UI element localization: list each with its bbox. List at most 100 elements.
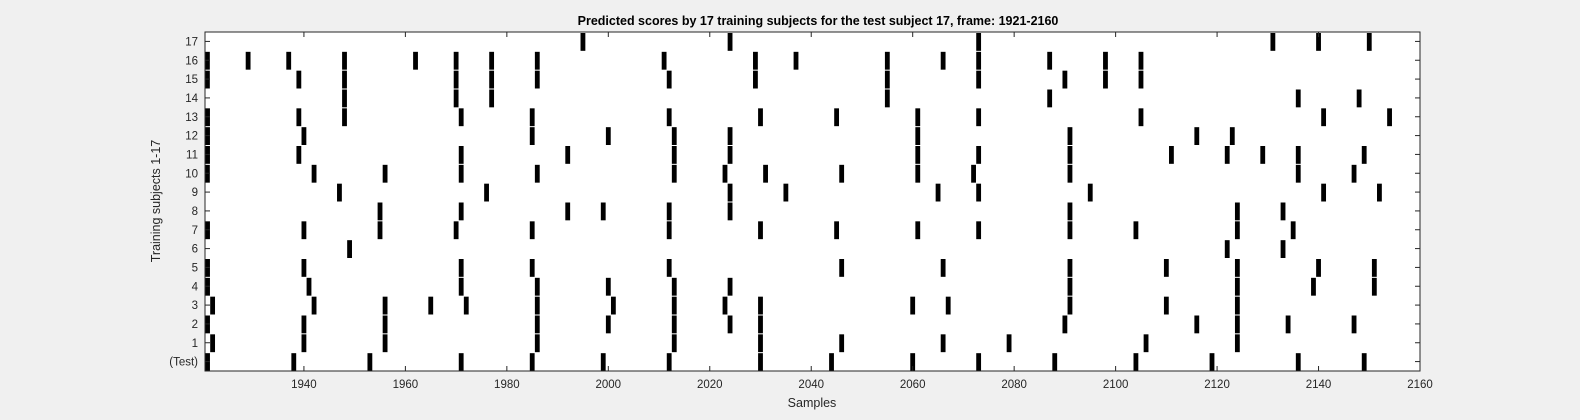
y-tick-label: 8 [192,206,198,218]
score-mark [839,334,845,353]
score-mark [605,315,611,334]
score-mark [915,127,921,145]
score-mark [311,164,317,183]
x-tick-label: 2040 [798,379,824,391]
score-mark [296,146,302,164]
score-mark [311,296,317,315]
score-mark [529,353,535,371]
score-mark [727,33,733,51]
y-tick-label: 10 [185,168,198,180]
score-mark [671,277,677,296]
score-mark [1295,164,1301,183]
score-mark [1138,70,1144,89]
score-mark [1234,277,1240,296]
score-mark [915,164,921,183]
score-mark [1062,315,1068,334]
score-mark [605,277,611,296]
score-mark [1371,277,1377,296]
score-mark [1280,240,1286,258]
score-mark [489,89,495,108]
score-mark [727,183,733,202]
raster-row [205,70,1144,89]
score-mark [793,51,799,70]
score-mark [1133,221,1139,240]
score-mark [753,51,758,70]
score-mark [1234,202,1240,221]
score-mark [763,164,768,183]
raster-row [347,240,1286,258]
plot-frame [204,31,1421,372]
score-mark [301,127,307,145]
score-mark [1138,51,1144,70]
score-mark [1234,259,1240,277]
score-mark [463,296,469,315]
score-mark [534,277,540,296]
score-mark [534,296,540,315]
score-mark [727,127,733,145]
y-tick-label: 16 [185,55,198,67]
score-mark [727,146,733,164]
score-mark [458,259,464,277]
score-mark [1234,221,1240,240]
score-mark [534,334,540,353]
score-mark [610,296,616,315]
y-tick-label: 12 [185,131,198,143]
score-mark [1067,127,1073,145]
score-mark [940,51,946,70]
score-mark [671,334,677,353]
x-tick-label: 2100 [1103,379,1129,391]
score-mark [666,221,672,240]
raster-row [580,33,1372,51]
y-tick-label: (Test) [169,357,198,369]
y-tick-label: 15 [185,74,198,86]
score-mark [1351,315,1357,334]
score-mark [1067,296,1073,315]
score-mark [666,70,672,89]
score-mark [940,259,946,277]
x-tick-label: 2080 [1001,379,1027,391]
score-mark [458,108,464,127]
score-mark [210,296,216,315]
score-mark [884,89,890,108]
score-mark [1052,353,1058,371]
score-mark [1387,108,1392,127]
score-mark [1087,183,1093,202]
score-mark [382,315,388,334]
score-mark [1138,108,1144,127]
score-mark [666,353,672,371]
y-tick-label: 17 [185,36,198,48]
y-tick-label: 3 [192,300,198,312]
score-mark [1295,89,1301,108]
score-mark [727,277,733,296]
score-mark [342,51,347,70]
score-mark [1290,221,1296,240]
score-mark [1260,146,1266,164]
score-mark [722,296,728,315]
score-mark [1133,353,1139,371]
score-mark [666,108,672,127]
score-mark [489,70,495,89]
score-mark [1194,127,1200,145]
x-tick-label: 2120 [1204,379,1230,391]
score-mark [342,89,347,108]
score-mark [1006,334,1012,353]
score-mark [1280,202,1286,221]
score-mark [306,277,312,296]
score-mark [1316,33,1321,51]
x-axis-label: Samples [788,396,837,410]
score-mark [940,334,946,353]
score-mark [976,353,982,371]
y-tick-label: 2 [192,319,198,331]
score-mark [413,51,418,70]
score-mark [484,183,489,202]
score-mark [296,70,302,89]
raster-marks [205,33,1392,371]
score-mark [1103,70,1108,89]
score-mark [453,221,459,240]
score-mark [205,127,210,145]
score-mark [1321,183,1327,202]
score-mark [489,51,495,70]
score-mark [1285,315,1291,334]
score-mark [758,108,763,127]
